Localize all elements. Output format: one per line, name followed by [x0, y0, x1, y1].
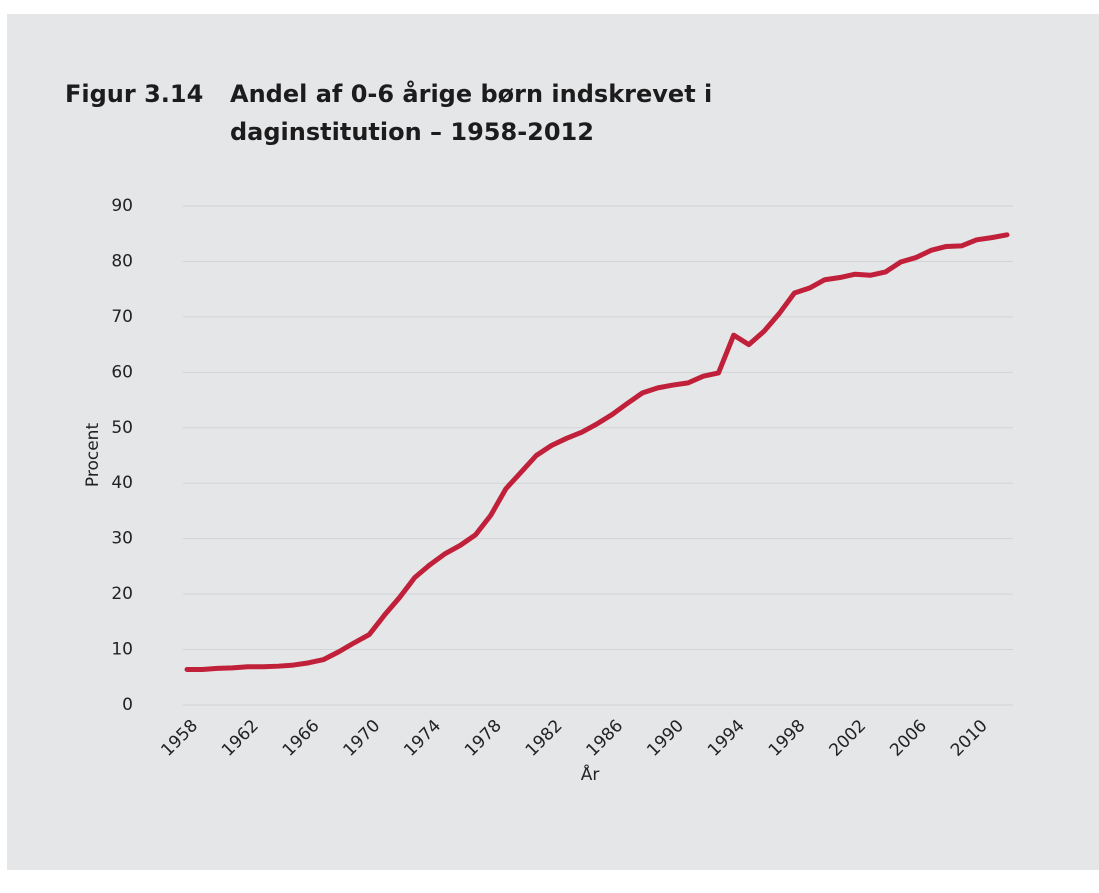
background — [7, 14, 1099, 870]
y-tick-label: 30 — [111, 529, 133, 549]
y-tick-label: 80 — [111, 251, 133, 271]
x-tick-label: 1966 — [279, 716, 324, 761]
y-tick-label: 10 — [111, 640, 133, 660]
x-tick-label: 1962 — [218, 716, 263, 761]
x-axis-label: År — [581, 763, 600, 785]
y-tick-label: 60 — [111, 362, 133, 382]
x-tick-label: 1958 — [157, 716, 202, 761]
x-tick-label: 1994 — [704, 716, 749, 761]
x-tick-label: 1990 — [643, 716, 688, 761]
y-tick-label: 40 — [111, 473, 133, 493]
x-tick-label: 1982 — [522, 716, 567, 761]
x-tick-label: 1970 — [340, 716, 385, 761]
data-line — [184, 232, 1010, 673]
y-tick-label: 0 — [122, 695, 133, 715]
x-tick-label: 1974 — [400, 716, 445, 761]
x-tick-label: 1978 — [461, 716, 506, 761]
x-tick-label: 2010 — [947, 716, 992, 761]
y-axis-label: Procent — [83, 423, 103, 488]
figure-label: Figur 3.14 — [65, 80, 204, 108]
y-tick-label: 70 — [111, 307, 133, 327]
y-tick-label: 20 — [111, 584, 133, 604]
x-tick-label: 2006 — [886, 716, 931, 761]
x-tick-label: 2002 — [825, 716, 870, 761]
chart-title: Andel af 0-6 årige børn indskrevet i dag… — [230, 80, 713, 146]
x-tick-label: 1998 — [765, 716, 810, 761]
y-tick-label: 50 — [111, 418, 133, 438]
x-tick-label: 1986 — [583, 716, 628, 761]
y-tick-label: 90 — [111, 196, 133, 216]
